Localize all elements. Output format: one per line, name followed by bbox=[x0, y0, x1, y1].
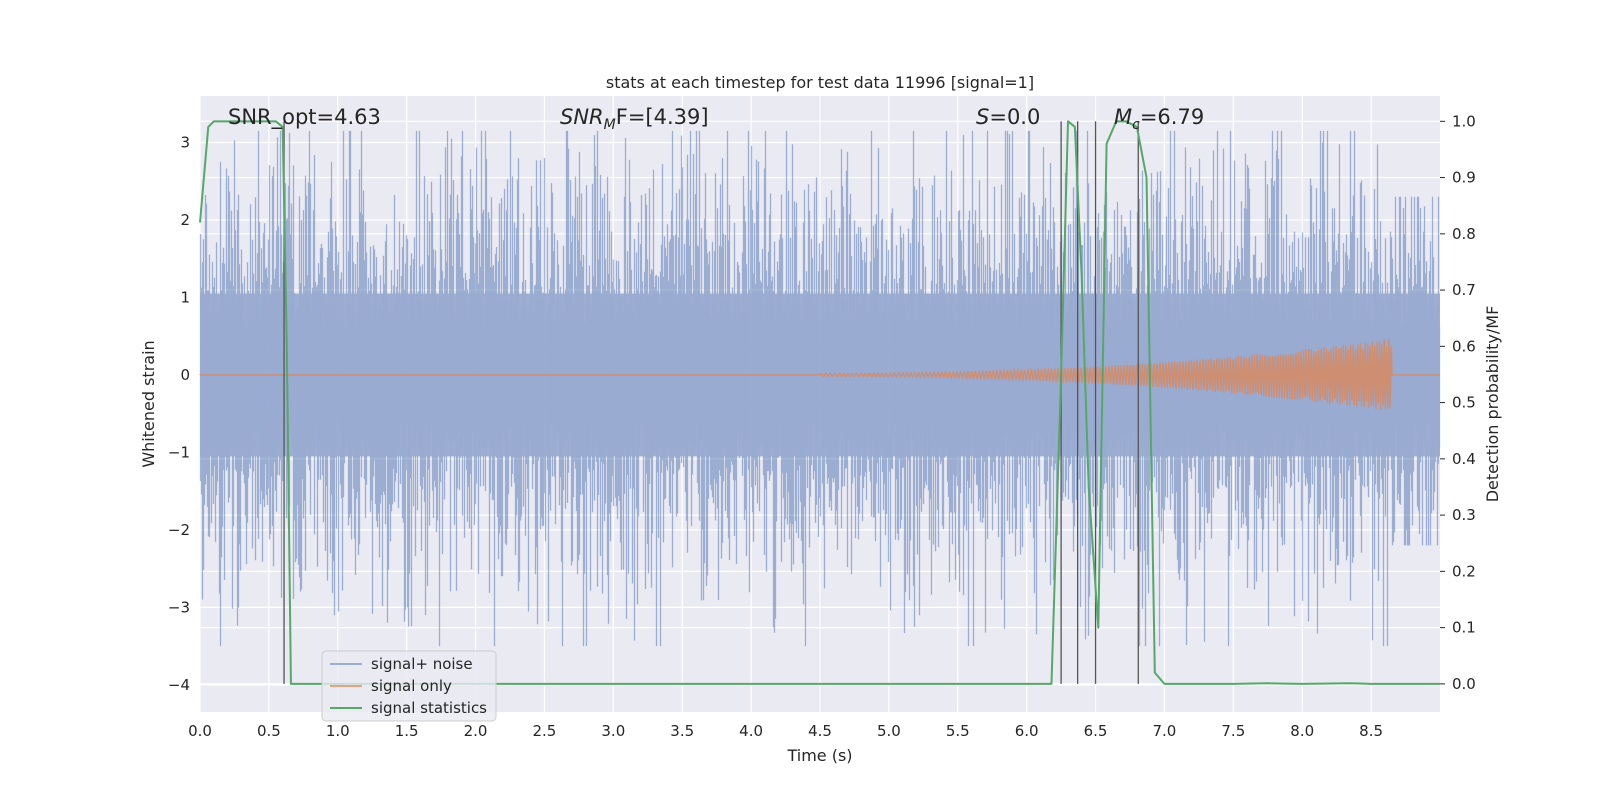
y-tick-label: 0 bbox=[180, 366, 190, 384]
y2-tick-label: 0.2 bbox=[1452, 562, 1476, 580]
annotation-s-base: S bbox=[976, 105, 989, 129]
y2-axis-label: Detection probability/MF bbox=[1483, 306, 1502, 503]
x-tick-label: 3.5 bbox=[670, 722, 694, 740]
x-tick-label: 1.0 bbox=[326, 722, 350, 740]
x-axis-label: Time (s) bbox=[786, 746, 852, 765]
x-axis-ticks: 0.0 0.5 1.0 1.5 2.0 2.5 3.0 3.5 4.0 4.5 5.0 5.5 6.0 6… bbox=[188, 722, 1383, 740]
y2-tick-label: 0.4 bbox=[1452, 450, 1476, 468]
annotation-snr-mf-base: SNR bbox=[560, 105, 604, 129]
x-tick-label: 4.0 bbox=[739, 722, 763, 740]
annotation-s-rest: =0.0 bbox=[989, 105, 1040, 129]
y2-tick-label: 1.0 bbox=[1452, 112, 1476, 130]
legend-label-noise: signal+ noise bbox=[371, 655, 473, 673]
y2-tick-label: 0.6 bbox=[1452, 337, 1476, 355]
y2-tick-label: 0.7 bbox=[1452, 281, 1476, 299]
legend-label-signal: signal only bbox=[371, 677, 452, 695]
x-tick-label: 4.5 bbox=[808, 722, 832, 740]
annotation-snr-mf-rest: F=[4.39] bbox=[616, 105, 709, 129]
x-tick-label: 6.0 bbox=[1015, 722, 1039, 740]
chart-title: stats at each timestep for test data 119… bbox=[606, 73, 1034, 92]
y-tick-label: −2 bbox=[168, 521, 190, 539]
annotation-mc-sub: c bbox=[1132, 117, 1140, 133]
signal-only-series bbox=[199, 338, 1440, 410]
legend-label-stats: signal statistics bbox=[371, 699, 487, 717]
y2-axis-ticks: 1.0 0.9 0.8 0.7 0.6 0.5 0.4 0.3 0.2 0.1 0.0 bbox=[1440, 112, 1476, 693]
annotation-s: S=0.0 bbox=[976, 105, 1040, 129]
y-axis-label: Whitened strain bbox=[139, 340, 158, 467]
y-tick-label: 2 bbox=[180, 211, 190, 229]
y-tick-label: 3 bbox=[180, 133, 190, 151]
x-tick-label: 3.0 bbox=[601, 722, 625, 740]
y2-tick-label: 0.5 bbox=[1452, 394, 1476, 412]
x-tick-label: 2.5 bbox=[533, 722, 557, 740]
annotation-mc: Mc=6.79 bbox=[1114, 105, 1204, 133]
y2-tick-label: 0.8 bbox=[1452, 225, 1476, 243]
signal-statistics-series bbox=[199, 120, 1440, 685]
y2-tick-label: 0.9 bbox=[1452, 169, 1476, 187]
y-tick-label: −4 bbox=[168, 676, 190, 694]
annotation-snr-mf-sub: M bbox=[604, 117, 616, 133]
y-tick-label: −3 bbox=[168, 598, 190, 616]
annotation-snr-opt: SNR_opt=4.63 bbox=[228, 105, 381, 130]
x-tick-label: 7.0 bbox=[1153, 722, 1177, 740]
x-tick-label: 6.5 bbox=[1084, 722, 1108, 740]
x-tick-label: 1.5 bbox=[395, 722, 419, 740]
legend: signal+ noise signal only signal statist… bbox=[321, 650, 497, 722]
y2-tick-label: 0.0 bbox=[1452, 675, 1476, 693]
annotation-mc-base: M bbox=[1114, 105, 1132, 129]
x-tick-label: 5.0 bbox=[877, 722, 901, 740]
y2-tick-label: 0.3 bbox=[1452, 506, 1476, 524]
y-axis-ticks: 3 2 1 0 −1 −2 −3 −4 bbox=[168, 133, 190, 693]
y-tick-label: 1 bbox=[180, 288, 190, 306]
x-tick-label: 2.0 bbox=[464, 722, 488, 740]
x-tick-label: 5.5 bbox=[946, 722, 970, 740]
legend-box bbox=[321, 650, 497, 722]
x-tick-label: 8.0 bbox=[1290, 722, 1314, 740]
x-tick-label: 0.5 bbox=[257, 722, 281, 740]
annotation-mc-rest: =6.79 bbox=[1140, 105, 1204, 129]
x-tick-label: 0.0 bbox=[188, 722, 212, 740]
x-tick-label: 7.5 bbox=[1221, 722, 1245, 740]
annotation-snr-mf: SNRMF=[4.39] bbox=[560, 105, 709, 133]
y-tick-label: −1 bbox=[168, 443, 190, 461]
signal-statistics-trace bbox=[199, 120, 1440, 685]
signal-only-trace bbox=[199, 338, 1440, 410]
y2-tick-label: 0.1 bbox=[1452, 619, 1476, 637]
x-tick-label: 8.5 bbox=[1359, 722, 1383, 740]
